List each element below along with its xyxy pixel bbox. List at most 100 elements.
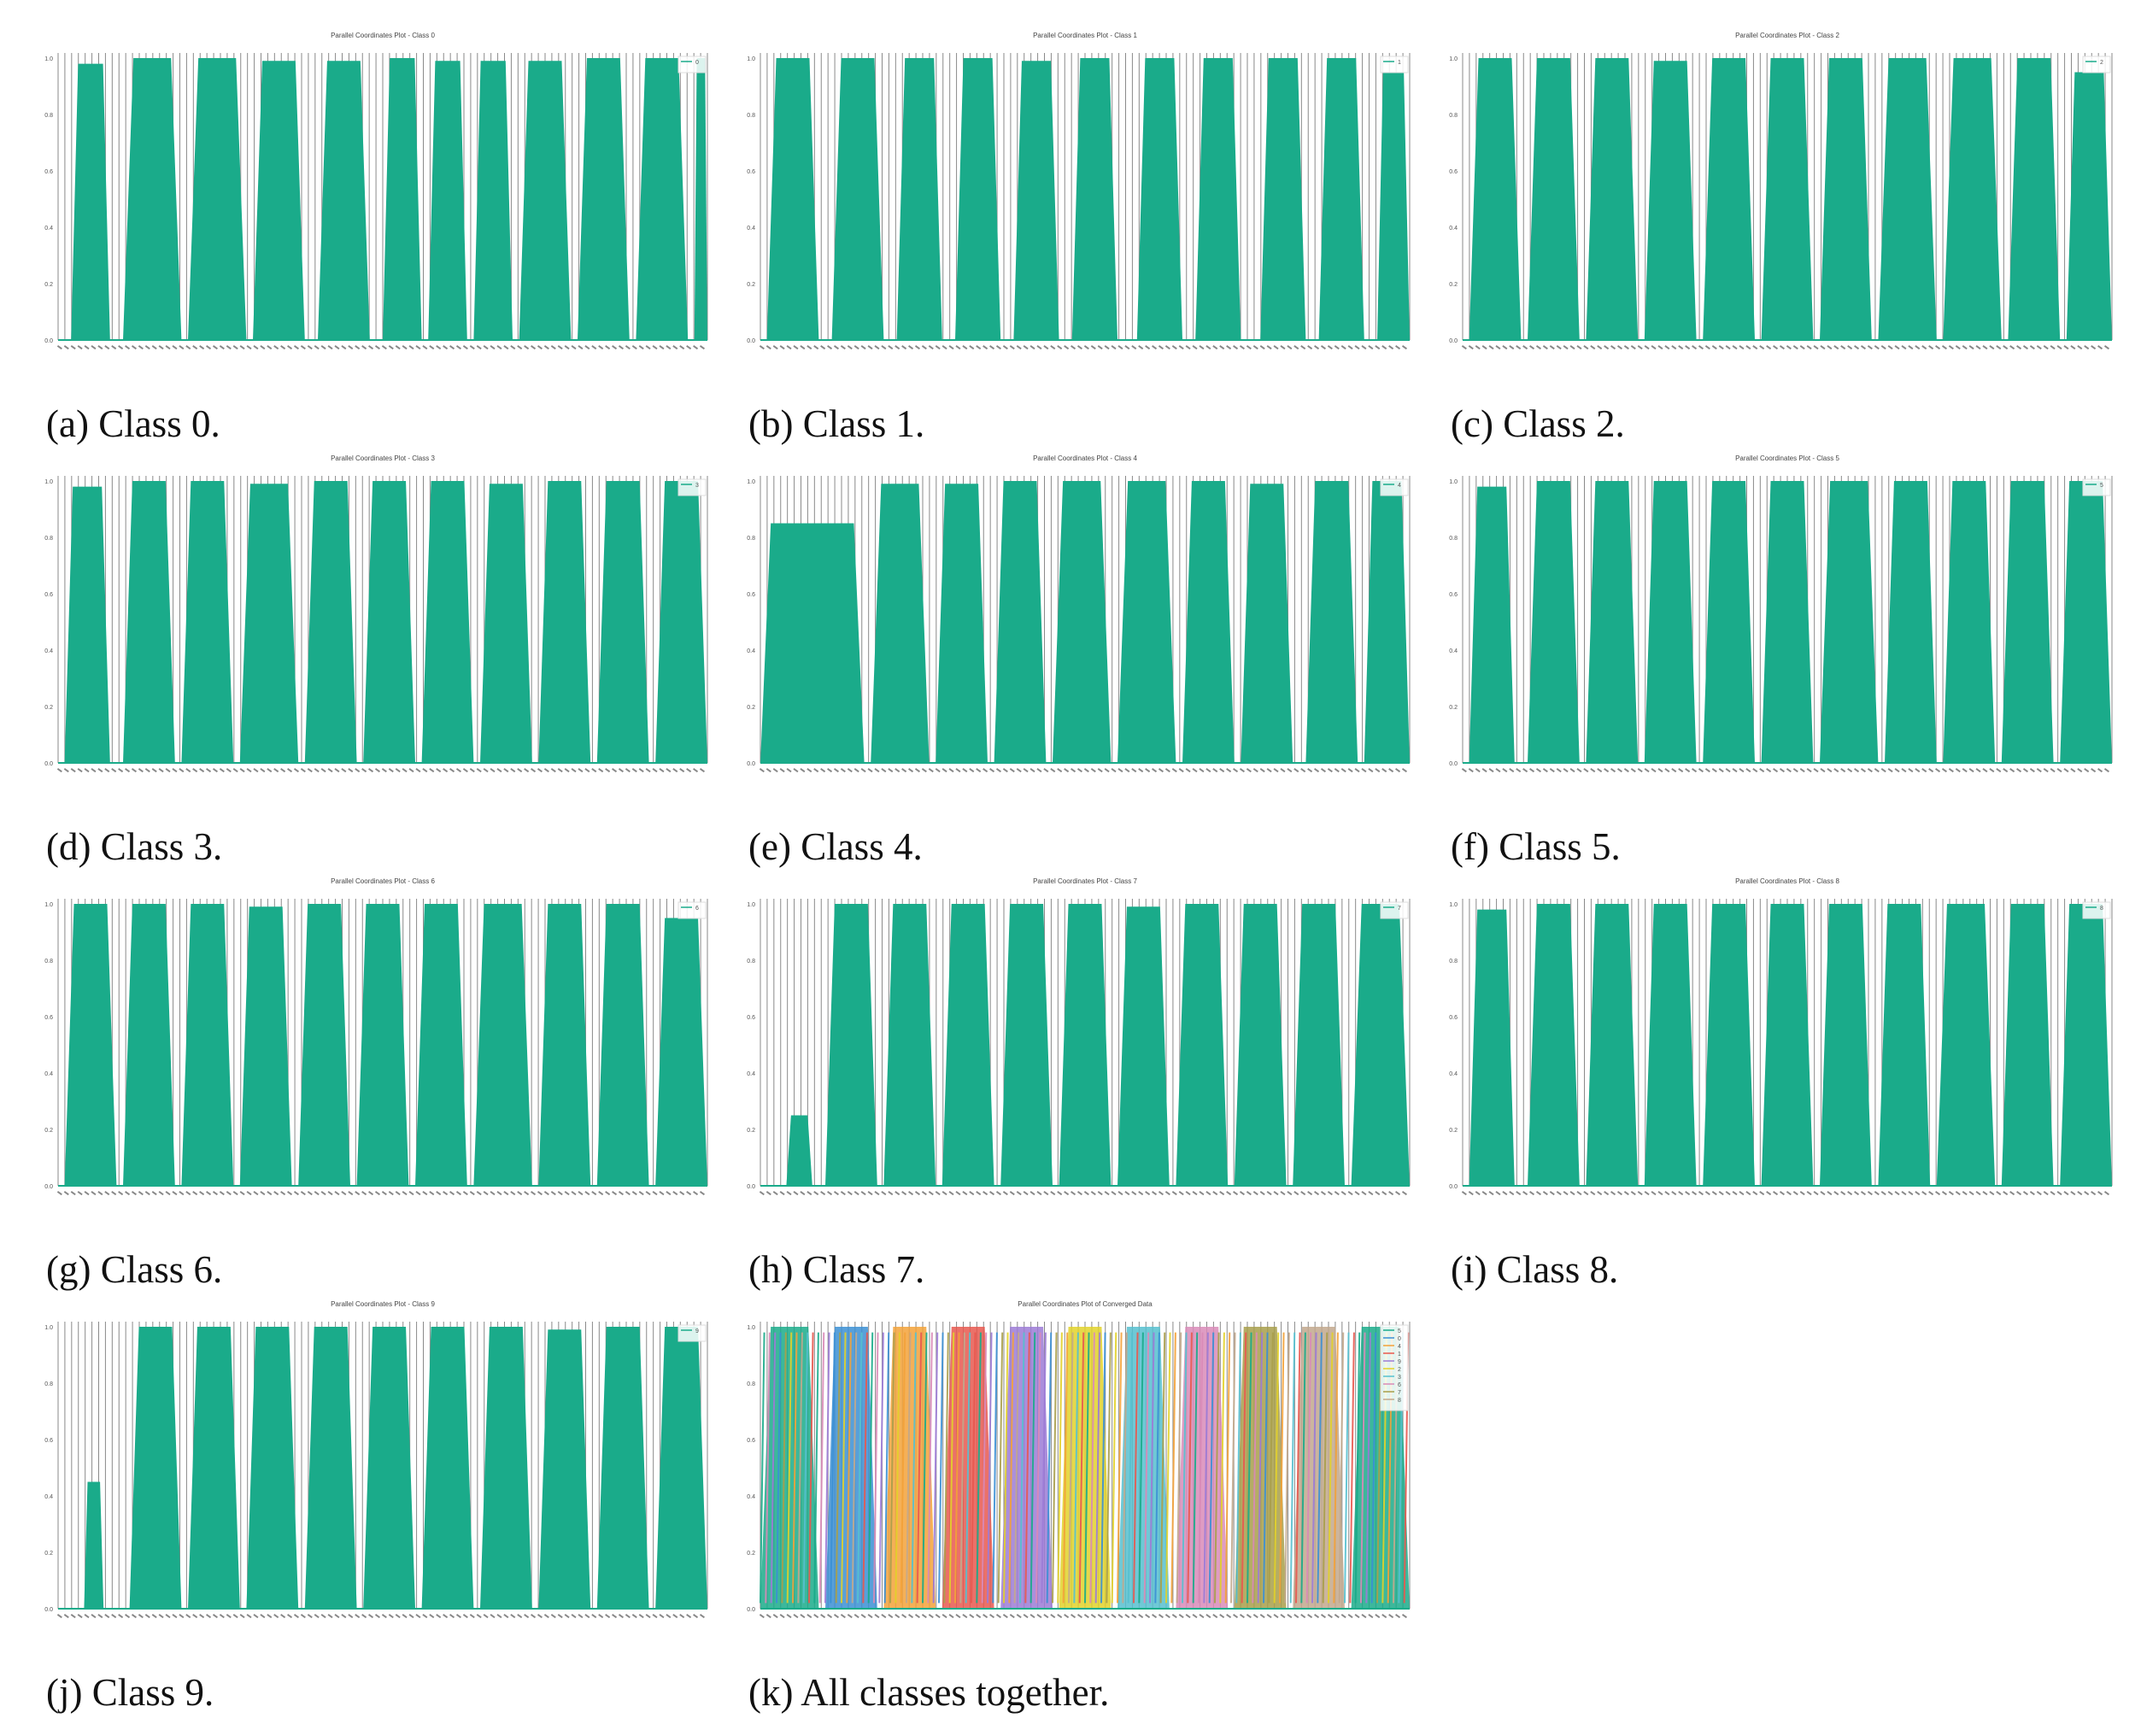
x-tick-label <box>246 345 252 350</box>
x-tick-label <box>151 768 157 773</box>
x-tick-label <box>307 1191 313 1196</box>
x-tick-label <box>1178 1191 1184 1196</box>
legend-label: 7 <box>1398 906 1401 912</box>
y-tick-label: 0.4 <box>1449 1071 1458 1077</box>
x-tick-label <box>131 1614 137 1619</box>
x-tick-label <box>1375 1614 1381 1619</box>
y-tick-label: 0.4 <box>1449 648 1458 654</box>
x-tick-label <box>699 344 705 350</box>
x-tick-label <box>1152 345 1158 350</box>
series-band <box>1469 486 1515 763</box>
series-line <box>792 1332 798 1604</box>
series-band <box>363 1327 415 1609</box>
x-tick-label <box>219 1191 225 1196</box>
x-tick-label <box>1252 1191 1258 1196</box>
x-tick-label <box>327 1614 333 1619</box>
x-tick-label <box>1488 767 1494 773</box>
x-tick-label <box>84 1191 90 1196</box>
x-tick-label <box>625 1191 631 1196</box>
chart-panel: Parallel Coordinates Plot - Class 1 0.0 0.… <box>736 26 1413 449</box>
x-tick-label <box>531 768 537 773</box>
x-tick-label <box>666 1191 672 1196</box>
x-tick-label <box>1759 1191 1765 1196</box>
x-tick-label <box>914 1191 920 1196</box>
x-tick-label <box>1968 768 1974 773</box>
x-tick-label <box>1604 1191 1610 1196</box>
series-band <box>1136 58 1182 340</box>
x-tick-label <box>1495 1191 1501 1196</box>
x-tick-label <box>1016 1191 1022 1196</box>
x-tick-label <box>693 768 699 773</box>
x-tick-label <box>638 345 644 350</box>
series-line <box>916 1332 923 1604</box>
x-tick-label <box>1495 768 1501 773</box>
x-tick-label <box>1307 1191 1313 1196</box>
series-line <box>1252 1332 1258 1604</box>
x-tick-label <box>1860 1191 1866 1196</box>
x-tick-label <box>1381 1191 1387 1196</box>
x-tick-label <box>314 1191 320 1196</box>
x-tick-label <box>1178 768 1184 773</box>
x-tick-label <box>1461 1191 1467 1196</box>
x-tick-label <box>1354 1191 1360 1196</box>
x-tick-label <box>436 768 442 773</box>
legend: 4 <box>1380 478 1409 496</box>
x-tick-label <box>1104 345 1110 350</box>
x-tick-label <box>1590 1191 1596 1196</box>
x-tick-label <box>1522 345 1528 350</box>
figure-caption: (d) Class 3. <box>46 825 223 868</box>
y-tick-label: 0.8 <box>1449 113 1458 119</box>
x-tick-label <box>293 345 299 350</box>
x-tick-label <box>462 345 468 350</box>
chart-panel: Parallel Coordinates Plot - Class 5 0.0 0.… <box>1439 449 2115 871</box>
x-tick-label <box>948 768 954 773</box>
x-tick-label <box>1637 1191 1643 1196</box>
x-tick-label <box>1955 768 1961 773</box>
legend: 5 0 4 19 2 36 7 8 <box>1380 1324 1409 1411</box>
series-band <box>831 58 884 340</box>
series-band <box>1000 904 1053 1186</box>
x-tick-label <box>1050 768 1056 773</box>
chart-title: Parallel Coordinates Plot - Class 5 <box>1735 455 1839 462</box>
x-tick-label <box>1043 1614 1049 1619</box>
x-tick-label <box>151 1191 157 1196</box>
x-tick-label <box>969 1191 975 1196</box>
x-tick-label <box>1212 1614 1218 1619</box>
x-tick-label <box>1773 345 1779 350</box>
x-tick-label <box>253 1614 259 1619</box>
x-tick-label <box>1692 345 1698 350</box>
x-tick-label <box>1199 344 1205 350</box>
series-band <box>383 58 422 340</box>
x-tick-label <box>503 344 509 350</box>
y-tick-label: 0.0 <box>44 338 53 344</box>
x-tick-label <box>1361 345 1367 350</box>
series-line <box>867 1332 874 1604</box>
x-tick-label <box>341 345 347 350</box>
x-tick-label <box>449 1191 455 1196</box>
series-line <box>1241 1332 1247 1604</box>
x-tick-label <box>293 1191 299 1196</box>
x-tick-label <box>144 1614 150 1619</box>
x-tick-label <box>374 768 380 773</box>
x-tick-label <box>1509 1191 1515 1196</box>
x-tick-label <box>1090 1614 1096 1619</box>
x-tick-label <box>374 1614 380 1619</box>
x-tick-label <box>1347 1614 1353 1619</box>
series-band <box>2060 481 2112 763</box>
x-tick-label <box>1334 1614 1340 1619</box>
x-tick-label <box>1152 1191 1158 1196</box>
legend-label: 0 <box>1398 1336 1401 1342</box>
y-tick-label: 0.8 <box>44 1381 53 1387</box>
x-tick-label <box>381 1614 387 1619</box>
series-band <box>1013 61 1059 341</box>
x-tick-label <box>1057 1614 1063 1619</box>
series-band <box>84 1481 104 1609</box>
x-tick-label <box>1259 768 1265 773</box>
x-tick-label <box>1948 1191 1954 1196</box>
x-tick-label <box>1915 345 1921 350</box>
x-tick-label <box>77 768 83 773</box>
x-tick-label <box>1199 1614 1205 1619</box>
x-tick-label <box>2003 768 2009 773</box>
series-line <box>1273 1332 1280 1604</box>
x-tick-label <box>901 1191 907 1196</box>
